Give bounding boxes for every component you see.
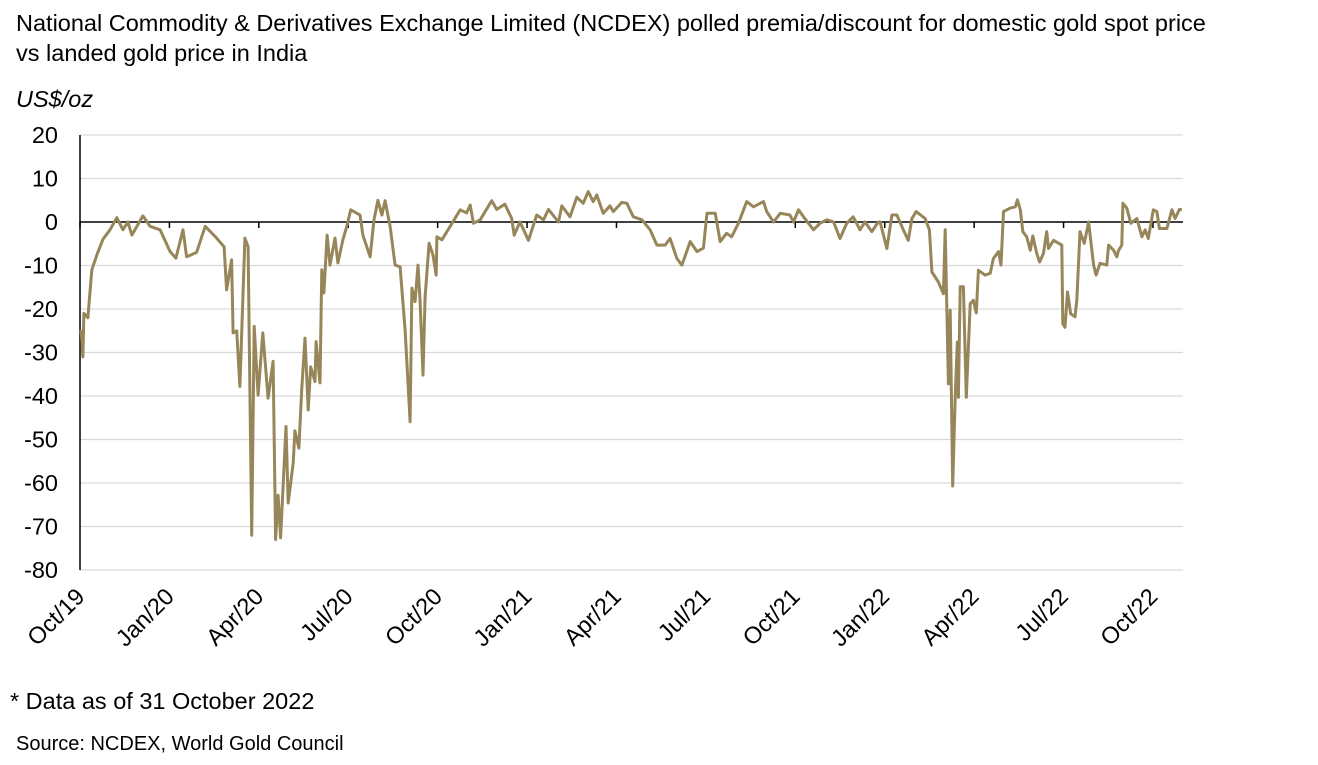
x-tick-label: Oct/22 xyxy=(1095,583,1162,650)
y-tick-label: -60 xyxy=(24,470,58,496)
x-tick-label: Oct/21 xyxy=(737,583,804,650)
y-tick-label: -70 xyxy=(24,514,58,540)
y-tick-label: -40 xyxy=(24,383,58,409)
y-tick-label: -30 xyxy=(24,340,58,366)
x-tick-label: Apr/22 xyxy=(916,583,983,650)
x-tick-label: Jul/21 xyxy=(653,583,716,646)
y-tick-label: -10 xyxy=(24,253,58,279)
chart-title: National Commodity & Derivatives Exchang… xyxy=(16,10,1206,66)
x-tick-label: Jul/20 xyxy=(295,583,358,646)
x-tick-label: Jan/20 xyxy=(111,583,179,651)
y-tick-label: -20 xyxy=(24,296,58,322)
x-tick-label: Jan/22 xyxy=(826,583,894,651)
y-tick-label: 0 xyxy=(45,209,58,235)
y-tick-label: 20 xyxy=(32,122,58,148)
x-tick-label: Jan/21 xyxy=(468,583,536,651)
y-tick-label: -50 xyxy=(24,427,58,453)
source-note: Source: NCDEX, World Gold Council xyxy=(16,733,344,755)
y-tick-label: -80 xyxy=(24,557,58,583)
gridlines xyxy=(80,134,1183,571)
x-tick-label: Oct/20 xyxy=(380,583,447,650)
x-tick-label: Apr/20 xyxy=(201,583,268,650)
footnote: * Data as of 31 October 2022 xyxy=(10,688,315,714)
x-tick-label: Oct/19 xyxy=(22,583,89,650)
y-axis-tick-labels: 20 10 0 -10 -20 -30 -40 -50 -60 -70 -80 xyxy=(24,122,58,583)
x-tick-label: Apr/21 xyxy=(559,583,626,650)
y-axis-unit-label: US$/oz xyxy=(16,86,94,112)
series-line-premium-discount xyxy=(79,190,1183,541)
x-axis-tick-labels: Oct/19 Jan/20 Apr/20 Jul/20 Oct/20 Jan/21 Apr/… xyxy=(22,583,1162,651)
y-tick-label: 10 xyxy=(32,166,58,192)
x-tick-label: Jul/22 xyxy=(1010,583,1073,646)
